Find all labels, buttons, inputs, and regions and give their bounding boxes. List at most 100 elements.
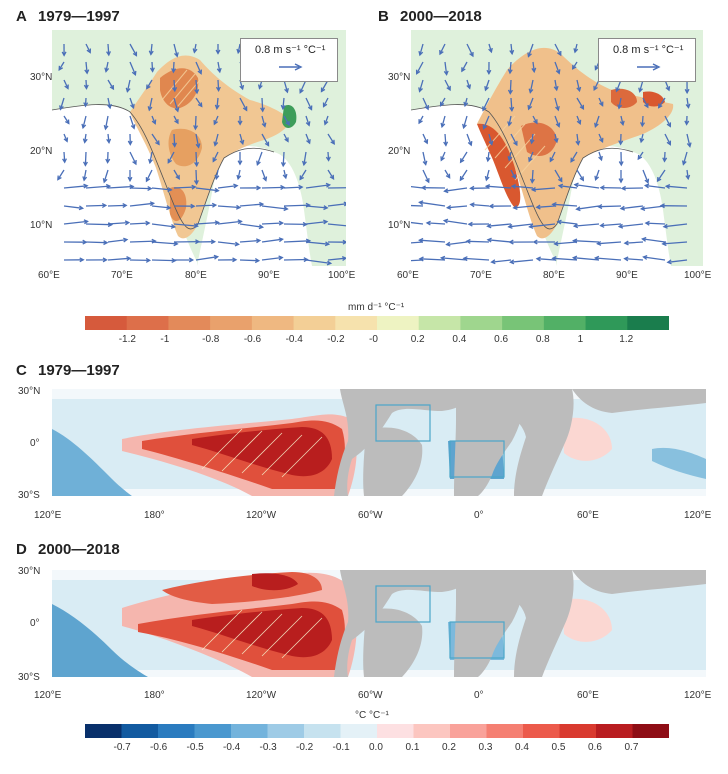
sst-colorbar-tick: -0.5 [186, 742, 204, 753]
wind-vector-head [553, 85, 559, 92]
wind-vector-head [666, 259, 672, 265]
precip-colorbar-swatch [627, 316, 669, 330]
wind-vector [324, 115, 329, 125]
wind-vector [527, 43, 534, 57]
wind-vector [552, 203, 578, 207]
panel-d-lon-tick: 120°E [684, 690, 712, 701]
wind-vector-head [639, 206, 646, 212]
wind-vector [576, 169, 584, 181]
wind-vector [327, 133, 335, 145]
wind-vector [217, 205, 240, 209]
wind-vector-head [488, 203, 494, 209]
wind-vector-head [323, 120, 329, 126]
wind-vector-head [619, 120, 625, 127]
sst-colorbar-swatch [158, 724, 195, 738]
panel-b-lon-tick: 80°E [543, 270, 565, 281]
wind-vector-head [528, 223, 534, 229]
wind-vector [239, 223, 263, 228]
wind-vector-head [326, 260, 333, 266]
wind-vector [129, 115, 135, 129]
wind-vector-head [551, 202, 557, 207]
wind-vector [419, 239, 446, 243]
wind-vector-head [420, 185, 427, 191]
wind-vector-head [572, 238, 578, 244]
wind-vector [107, 204, 127, 207]
panel-a-lon-tick: 60°E [38, 270, 60, 281]
wind-vector-head [490, 259, 496, 265]
wind-vector-head [507, 156, 513, 162]
wind-vector-head [104, 67, 110, 73]
wind-vector [594, 115, 600, 127]
wind-vector-head [488, 47, 493, 54]
wind-vector-head [239, 139, 245, 146]
wind-vector-head [122, 203, 128, 208]
wind-vector-head [299, 175, 305, 181]
wind-vector [411, 185, 424, 189]
wind-vector-head [83, 84, 89, 90]
wind-vector-head [298, 184, 304, 190]
wind-vector-head [83, 183, 89, 189]
precip-colorbar-swatch [335, 316, 378, 330]
sst-colorbar-tick: 0.4 [515, 742, 529, 753]
wind-vector-head [422, 160, 428, 166]
wind-vector-head [571, 64, 577, 70]
wind-vector [576, 79, 581, 91]
precip-colorbar-tick: 1 [577, 334, 584, 345]
wind-vector-head [555, 105, 560, 112]
wind-vector-head [170, 223, 177, 229]
panel-d-letter: D [16, 541, 27, 558]
wind-vector-head [418, 200, 424, 206]
panel-b-lon-tick: 60°E [397, 270, 419, 281]
reference-arrow-icon [637, 63, 661, 71]
wind-vector [193, 43, 197, 53]
wind-vector-head [148, 50, 154, 56]
wind-vector [299, 169, 307, 180]
wind-vector-head [132, 51, 138, 57]
wind-vector-head [599, 101, 604, 107]
precip-colorbar-swatch [418, 316, 461, 330]
wind-vector-head [151, 119, 157, 125]
sst-colorbar-units: °C °C⁻¹ [355, 710, 389, 721]
wind-vector [554, 61, 560, 74]
wind-vector [148, 97, 153, 111]
wind-vector-head [147, 106, 153, 112]
wind-vector [57, 169, 65, 180]
wind-vector [261, 133, 270, 146]
wind-vector-head [280, 162, 286, 168]
sst-colorbar-swatch [85, 724, 122, 738]
panel-a-lon-tick: 80°E [185, 270, 207, 281]
wind-vector-head [510, 184, 516, 189]
precip-colorbar-swatch [126, 316, 169, 330]
wind-vector-head [507, 69, 513, 75]
wind-vector-head [469, 185, 475, 191]
wind-vector-head [103, 240, 109, 246]
wind-vector-head [264, 141, 270, 147]
wind-vector [239, 259, 259, 262]
wind-vector [554, 241, 578, 245]
wind-vector [261, 186, 285, 189]
wind-vector-head [106, 138, 112, 144]
wind-vector [422, 169, 430, 183]
wind-vector [195, 256, 218, 261]
wind-vector-head [642, 254, 648, 260]
wind-vector-head [216, 67, 222, 74]
wind-vector [508, 115, 512, 126]
wind-vector-head [254, 258, 261, 264]
wind-vector-head [509, 259, 515, 265]
wind-vector [129, 61, 136, 76]
wind-vector [411, 259, 424, 262]
wind-vector-head [615, 87, 621, 93]
wind-vector-head [623, 256, 629, 262]
wind-vector-head [214, 220, 220, 226]
panel-d-lat-tick: 0° [30, 618, 40, 629]
wind-vector [620, 115, 624, 125]
wind-vector-head [197, 102, 203, 108]
wind-vector-head [174, 119, 179, 125]
wind-vector-head [571, 255, 578, 261]
wind-vector-head [188, 257, 195, 263]
wind-vector [261, 205, 288, 210]
wind-vector [63, 185, 88, 189]
precip-colorbar-swatch [251, 316, 295, 330]
sst-colorbar-tick: -0.6 [150, 742, 168, 753]
wind-vector-head [103, 125, 109, 131]
